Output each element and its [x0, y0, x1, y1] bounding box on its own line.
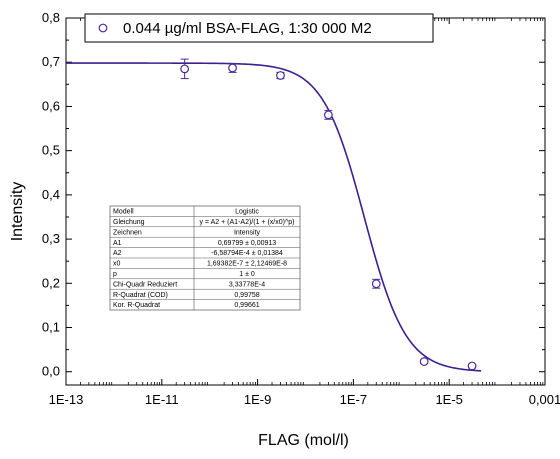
- y-tick-label: 0,3: [42, 231, 60, 246]
- x-tick-label: 1E-7: [340, 392, 367, 407]
- x-tick-label: 0,001: [529, 392, 560, 407]
- data-point: [323, 110, 333, 120]
- data-point: [276, 71, 285, 80]
- table-param-name: Zeichnen: [113, 229, 142, 236]
- y-tick-label: 0,4: [42, 187, 60, 202]
- x-tick-label: 1E-13: [49, 392, 84, 407]
- x-tick-label: 1E-5: [435, 392, 462, 407]
- table-param-value: 0,99661: [234, 302, 259, 309]
- table-param-value: 0,99758: [234, 292, 259, 299]
- table-param-value: -6,58794E-4 ± 0,01384: [211, 250, 283, 257]
- table-param-name: A1: [113, 240, 122, 247]
- y-tick-label: 0,6: [42, 98, 60, 113]
- table-param-name: Kor. R-Quadrat: [113, 302, 160, 309]
- table-param-name: R-Quadrat (COD): [113, 292, 168, 299]
- table-param-value: 3,33778E-4: [229, 281, 265, 288]
- x-tick-label: 1E-11: [145, 392, 179, 407]
- table-param-name: Gleichung: [113, 219, 145, 226]
- table-param-name: p: [113, 271, 117, 278]
- y-tick-label: 0,0: [42, 364, 60, 379]
- table-param-value: 1 ± 0: [239, 271, 255, 278]
- table-param-name: x0: [113, 261, 121, 268]
- fit-parameter-table: Modell Logistic Gleichung y = A2 + (A1-A2)/…: [109, 205, 301, 311]
- data-point: [228, 63, 237, 73]
- y-tick-label: 0,7: [42, 54, 60, 69]
- table-param-name: Modell: [113, 209, 134, 216]
- data-point: [180, 64, 190, 74]
- table-param-value: y = A2 + (A1-A2)/(1 + (x/x0)^p): [200, 219, 295, 226]
- table-param-name: Chi-Quadr Reduziert: [113, 281, 177, 288]
- y-tick-label: 0,5: [42, 143, 60, 158]
- data-point: [467, 361, 477, 371]
- data-point: [371, 279, 381, 289]
- legend-label: 0.044 µg/ml BSA-FLAG, 1:30 000 M2: [123, 20, 372, 37]
- x-axis-title: FLAG (mol/l): [258, 432, 349, 449]
- y-tick-label: 0,2: [42, 275, 60, 290]
- table-param-value: 0,69799 ± 0,00913: [218, 240, 276, 247]
- plot-frame: [65, 17, 546, 386]
- y-tick-label: 0,8: [42, 10, 60, 25]
- fit-curve: [66, 62, 482, 372]
- x-tick-label: 1E-9: [244, 392, 271, 407]
- table-param-name: A2: [113, 250, 122, 257]
- y-axis-title: Intensity: [9, 182, 26, 242]
- table-param-value: 1,69382E-7 ± 2,12469E-8: [207, 261, 287, 268]
- table-param-value: Intensity: [234, 229, 261, 236]
- y-tick-label: 0,1: [42, 320, 60, 335]
- data-points-group: [180, 58, 477, 371]
- table-param-value: Logistic: [235, 209, 259, 216]
- legend-marker: [98, 23, 108, 33]
- legend: 0.044 µg/ml BSA-FLAG, 1:30 000 M2: [84, 13, 434, 43]
- fit-curve-group: [66, 62, 482, 372]
- data-point: [419, 357, 429, 366]
- legend-box: [84, 13, 434, 43]
